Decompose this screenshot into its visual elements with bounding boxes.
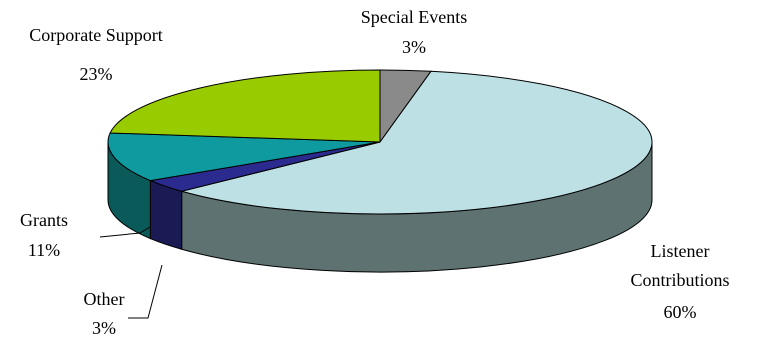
label-corporate-support-value: 23% <box>80 64 113 84</box>
label-grants-value: 11% <box>28 240 60 260</box>
pie-sides <box>107 141 653 273</box>
label-listener-contributions-name-2: Contributions <box>630 270 729 290</box>
leader-line-grants <box>99 226 151 238</box>
label-listener-contributions-name-1: Listener <box>651 241 710 261</box>
label-grants-name: Grants <box>20 210 68 230</box>
leader-lines <box>99 226 163 319</box>
label-other-name: Other <box>84 289 125 309</box>
pie-side-other <box>149 179 183 250</box>
label-special-events-name: Special Events <box>361 7 467 27</box>
pie-tops <box>107 69 653 215</box>
pie-slice-grants <box>107 132 381 182</box>
pie-slice-listener-contributions <box>179 70 653 215</box>
label-special-events-value: 3% <box>402 37 426 57</box>
leader-line-other <box>128 264 163 319</box>
pie-slice-corporate-support <box>109 69 381 143</box>
label-listener-contributions-value: 60% <box>664 302 697 322</box>
label-other-value: 3% <box>92 318 116 338</box>
label-corporate-support-name: Corporate Support <box>29 25 162 45</box>
